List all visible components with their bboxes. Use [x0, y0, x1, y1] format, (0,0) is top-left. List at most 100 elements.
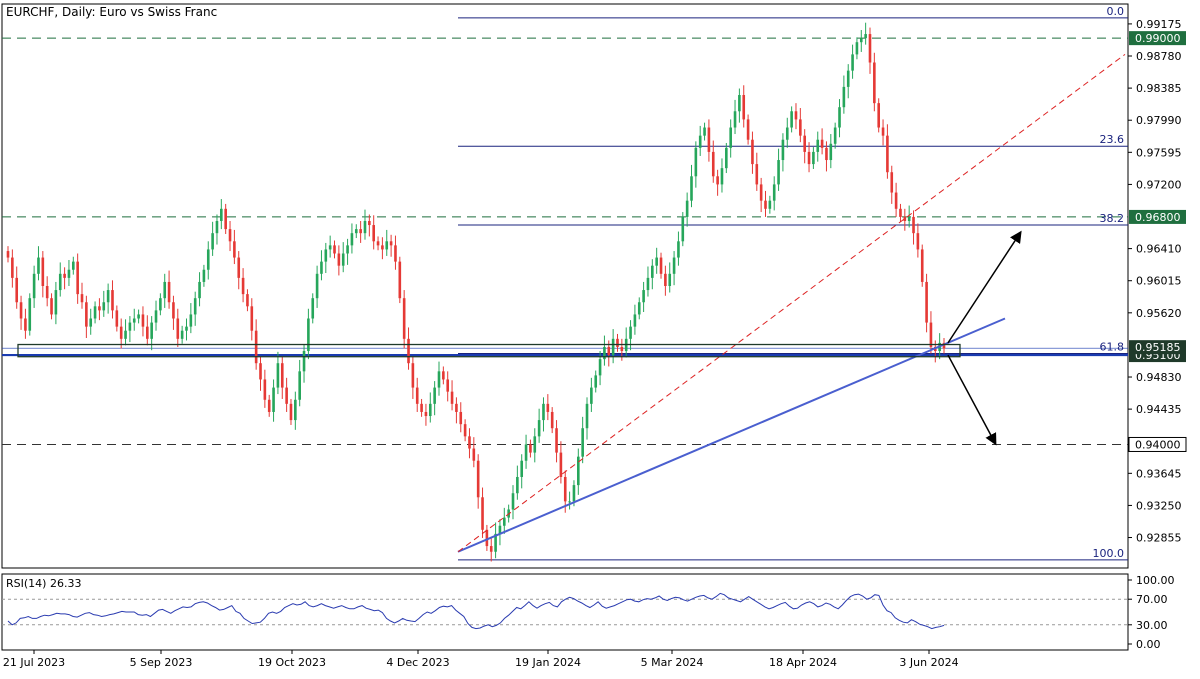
candle-body — [877, 103, 881, 128]
candle-body — [50, 298, 53, 315]
arrow-down — [947, 354, 997, 446]
candle-body — [677, 241, 680, 258]
candle-body — [833, 127, 837, 144]
candle-body — [472, 448, 476, 461]
candle-body — [193, 298, 197, 315]
candle-body — [124, 330, 127, 339]
candle-body — [886, 135, 889, 173]
candle-body — [725, 147, 728, 169]
candle-body — [720, 168, 724, 185]
x-tick-label: 21 Jul 2023 — [3, 656, 65, 669]
candle-body — [829, 143, 833, 161]
candle-body — [298, 371, 301, 400]
candle-body — [102, 302, 106, 311]
fib-level-label: 100.0 — [1093, 547, 1125, 560]
candle-body — [115, 310, 119, 327]
candle-body — [398, 261, 402, 299]
candle-body — [851, 54, 854, 71]
candle-body — [498, 525, 502, 534]
candle-body — [698, 135, 702, 148]
candle-body — [799, 119, 802, 136]
candle-body — [32, 273, 36, 299]
candle-body — [211, 233, 214, 250]
candle-body — [459, 411, 463, 425]
y-tick-label: 0.96410 — [1136, 243, 1182, 256]
candle-body — [655, 257, 658, 266]
candle-body — [259, 363, 262, 380]
candle-body — [733, 111, 737, 128]
candle-body — [746, 119, 750, 140]
y-tick-label: 0.99175 — [1136, 18, 1182, 31]
candle-body — [502, 517, 506, 526]
candle-body — [289, 403, 293, 421]
x-tick-label: 5 Sep 2023 — [130, 656, 193, 669]
candle-body — [137, 314, 140, 319]
candle-body — [533, 436, 537, 453]
candle-body — [912, 216, 915, 234]
candle-body — [71, 261, 75, 270]
candle-body — [694, 147, 698, 177]
candle-body — [520, 460, 524, 477]
candle-body — [485, 529, 489, 547]
candle-body — [855, 42, 859, 55]
candle-body — [646, 277, 650, 291]
candle-body — [516, 476, 519, 494]
candle-body — [41, 257, 45, 286]
candle-body — [154, 310, 158, 323]
candle-body — [228, 229, 232, 242]
candle-body — [572, 485, 576, 502]
candle-body — [6, 251, 10, 258]
candle-body — [311, 298, 315, 319]
candle-body — [881, 127, 885, 136]
candle-body — [368, 220, 371, 226]
candle-body — [280, 363, 284, 388]
y-tick-label: 0.97990 — [1136, 114, 1182, 127]
candle-body — [215, 220, 219, 234]
candle-body — [816, 139, 820, 152]
level-badge — [1129, 31, 1186, 46]
candle-body — [820, 139, 824, 148]
candle-body — [54, 290, 58, 315]
candle-body — [159, 298, 162, 311]
candle-body — [437, 371, 441, 388]
price-panel-frame — [1, 3, 1129, 569]
candle-body — [420, 403, 423, 412]
fib-level-label: 0.0 — [1107, 5, 1125, 18]
candle-body — [111, 290, 114, 311]
candle-body — [838, 107, 841, 128]
level-badge-label: 0.96800 — [1135, 211, 1181, 224]
level-badge — [1129, 340, 1186, 355]
candle-body — [511, 493, 515, 510]
candle-body — [333, 245, 336, 254]
candle-body — [581, 428, 584, 457]
candle-body — [180, 330, 184, 339]
fib-level-label: 61.8 — [1100, 340, 1125, 353]
candle-body — [890, 172, 894, 193]
candle-body — [324, 249, 328, 262]
rsi-line — [7, 592, 945, 630]
candle-body — [611, 338, 615, 356]
candle-body — [659, 257, 663, 274]
x-tick-label: 3 Jun 2024 — [899, 656, 958, 669]
support-zone-rectangle — [17, 343, 961, 358]
candle-body — [777, 160, 780, 185]
candle-body — [276, 363, 280, 388]
y-tick-label: 0.98780 — [1136, 50, 1182, 63]
level-badge-label: 0.95185 — [1135, 341, 1181, 354]
candle-body — [846, 70, 850, 87]
candle-body — [411, 363, 415, 388]
candle-body — [563, 476, 567, 502]
candle-body — [328, 245, 332, 250]
candle-body — [119, 326, 123, 339]
y-tick-label: 0.94830 — [1136, 371, 1182, 384]
ascending-trendline — [457, 317, 1006, 553]
candle-body — [241, 277, 245, 295]
candle-body — [559, 452, 563, 477]
candle-body — [555, 428, 558, 453]
candle-body — [524, 444, 528, 461]
candle-body — [577, 456, 580, 486]
candle-body — [172, 302, 175, 319]
candle-body — [285, 387, 288, 404]
candle-body — [146, 326, 149, 339]
